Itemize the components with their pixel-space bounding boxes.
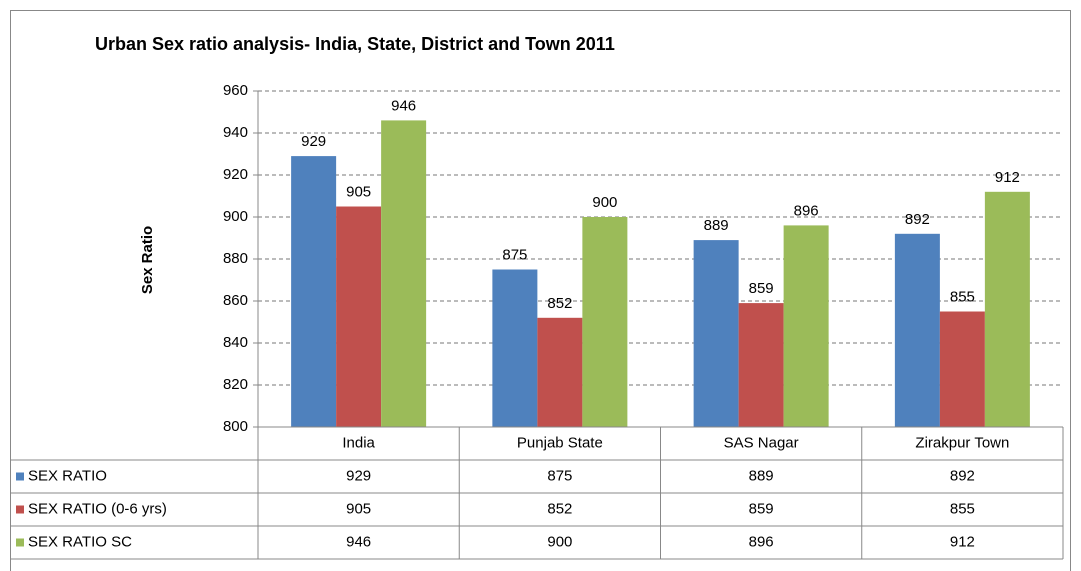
y-tick-label: 840	[223, 334, 248, 351]
data-label: 905	[346, 183, 371, 200]
table-value: 900	[547, 533, 572, 550]
data-label: 896	[794, 202, 819, 219]
bar	[336, 206, 382, 427]
bar	[939, 311, 985, 427]
legend-label: SEX RATIO SC	[28, 533, 132, 550]
data-label: 875	[502, 246, 527, 263]
y-tick-label: 860	[223, 292, 248, 309]
table-value: 889	[749, 467, 774, 484]
table-value: 859	[749, 500, 774, 517]
chart-title: Urban Sex ratio analysis- India, State, …	[95, 34, 615, 54]
data-label: 892	[905, 211, 930, 228]
bar	[582, 217, 628, 427]
legend-label: SEX RATIO	[28, 467, 107, 484]
table-value: 896	[749, 533, 774, 550]
table-value: 892	[950, 467, 975, 484]
legend-swatch	[16, 472, 24, 481]
table-value: 875	[547, 467, 572, 484]
table-value: 912	[950, 533, 975, 550]
y-tick-label: 900	[223, 208, 248, 225]
bar	[693, 240, 739, 427]
bar	[537, 317, 583, 427]
category-label: India	[342, 434, 375, 451]
y-tick-label: 960	[223, 82, 248, 99]
y-tick-label: 920	[223, 166, 248, 183]
category-label: Zirakpur Town	[915, 434, 1009, 451]
bar	[783, 225, 829, 427]
bar	[492, 269, 538, 427]
data-label: 889	[704, 217, 729, 234]
legend-label: SEX RATIO (0-6 yrs)	[28, 500, 167, 517]
table-value: 905	[346, 500, 371, 517]
data-label: 929	[301, 133, 326, 150]
y-tick-label: 800	[223, 418, 248, 435]
bar	[381, 120, 427, 428]
y-tick-label: 820	[223, 376, 248, 393]
table-value: 855	[950, 500, 975, 517]
bar	[984, 191, 1030, 427]
data-label: 859	[749, 280, 774, 297]
chart-frame	[10, 10, 1071, 571]
data-label: 946	[391, 97, 416, 114]
table-value: 852	[547, 500, 572, 517]
table-value: 929	[346, 467, 371, 484]
data-label: 852	[547, 295, 572, 312]
bar	[291, 156, 337, 427]
data-label: 855	[950, 288, 975, 305]
legend-swatch	[16, 505, 24, 514]
bar	[738, 303, 784, 427]
y-tick-label: 880	[223, 250, 248, 267]
data-label: 912	[995, 169, 1020, 186]
data-label: 900	[592, 194, 617, 211]
category-label: SAS Nagar	[724, 434, 799, 451]
legend-swatch	[16, 538, 24, 547]
table-value: 946	[346, 533, 371, 550]
y-axis-title: Sex Ratio	[139, 226, 156, 294]
bar	[894, 233, 940, 427]
y-tick-label: 940	[223, 124, 248, 141]
category-label: Punjab State	[517, 434, 603, 451]
